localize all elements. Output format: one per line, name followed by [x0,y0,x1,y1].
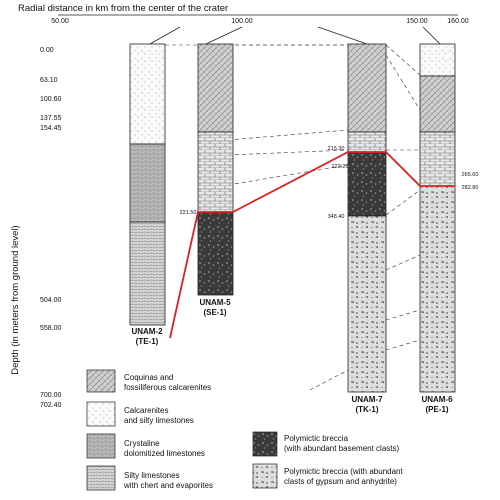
svg-text:clasts of gypsum and anhydrite: clasts of gypsum and anhydrite) [284,477,397,486]
legend-item-silty-limestones: Silty limestones with chert and evaporit… [86,465,213,491]
well-unam-5: 221.50 UNAM-5 (SE-1) [180,43,234,317]
x-tick-50: 50.00 [51,18,69,25]
dashed-correlations [165,44,421,391]
y-tick-558: 558.00 [40,325,62,332]
well-unam-2-name: UNAM-2 [131,327,163,336]
well-unam-5-depth: 221.50 [180,210,197,216]
svg-text:Polymictic breccia: Polymictic breccia [284,434,349,443]
svg-text:fossiliferous calcarenites: fossiliferous calcarenites [124,383,211,392]
x-axis-title: Radial distance in km from the center of… [18,3,228,14]
well-unam-7-name: UNAM-7 [351,395,383,404]
legend-item-calcarenites: Calcarenites and silty limestones [86,401,194,427]
well-unam-2-code: (TE-1) [136,337,159,346]
well-unam-6-depth-1: 265.60 [462,172,479,178]
svg-text:Silty limestones: Silty limestones [124,471,180,480]
well-unam-7-depth-2: 222.20 [332,164,349,170]
svg-text:Crystaline: Crystaline [124,439,160,448]
y-tick-0: 0.00 [40,47,54,54]
y-tick-702: 702.40 [40,402,62,409]
svg-text:Polymictic breccia (with abund: Polymictic breccia (with abundant [284,467,403,476]
x-tick-160: 160.00 [447,18,469,25]
legend-item-breccia-basement: Polymictic breccia (with abundant baseme… [252,431,400,457]
svg-text:dolomitized limestones: dolomitized limestones [124,449,205,458]
well-unam-7-code: (TK-1) [355,405,378,414]
well-unam-6-name: UNAM-6 [421,395,453,404]
y-tick-63: 63.10 [40,77,58,84]
y-axis-title: Depth (in meters from ground level) [10,225,21,374]
y-tick-700: 700.00 [40,392,62,399]
y-tick-504: 504.00 [40,297,62,304]
well-unam-7: 215.30 222.20 348.40 UNAM-7 (TK-1) [328,43,387,414]
legend-item-breccia-gypsum: Polymictic breccia (with abundant clasts… [252,463,403,489]
well-unam-5-name: UNAM-5 [199,298,231,307]
svg-text:Coquinas and: Coquinas and [124,373,173,382]
legend-item-crystaline: Crystaline dolomitized limestones [86,433,205,459]
well-unam-7-depth-3: 348.40 [328,214,345,220]
breccia-top-correlation-line [169,151,455,339]
svg-text:with chert and evaporites: with chert and evaporites [123,481,213,490]
well-unam-7-depth-1: 215.30 [328,146,345,152]
svg-text:and silty limestones: and silty limestones [124,416,194,425]
x-tick-100: 100.00 [231,18,253,25]
well-unam-6: 265.60 282.80 UNAM-6 (PE-1) [419,43,479,414]
well-unam-6-depth-2: 282.80 [462,185,479,191]
well-unam-2: UNAM-2 (TE-1) [129,43,166,346]
y-tick-100: 100.60 [40,96,62,103]
x-axis: Radial distance in km from the center of… [18,3,469,25]
y-tick-137: 137.55 [40,115,62,122]
svg-text:(with abundant basement clasts: (with abundant basement clasts) [284,444,400,453]
axis-connectors [149,26,441,45]
y-axis: Depth (in meters from ground level) 0.00… [10,47,62,409]
well-unam-6-code: (PE-1) [425,405,448,414]
legend-item-coquinas: Coquinas and fossiliferous calcarenites [86,369,211,393]
well-unam-5-code: (SE-1) [203,308,226,317]
legend: Coquinas and fossiliferous calcarenites … [86,369,403,491]
x-tick-150: 150.00 [406,18,428,25]
svg-text:Calcarenites: Calcarenites [124,406,168,415]
y-tick-154: 154.45 [40,125,62,132]
